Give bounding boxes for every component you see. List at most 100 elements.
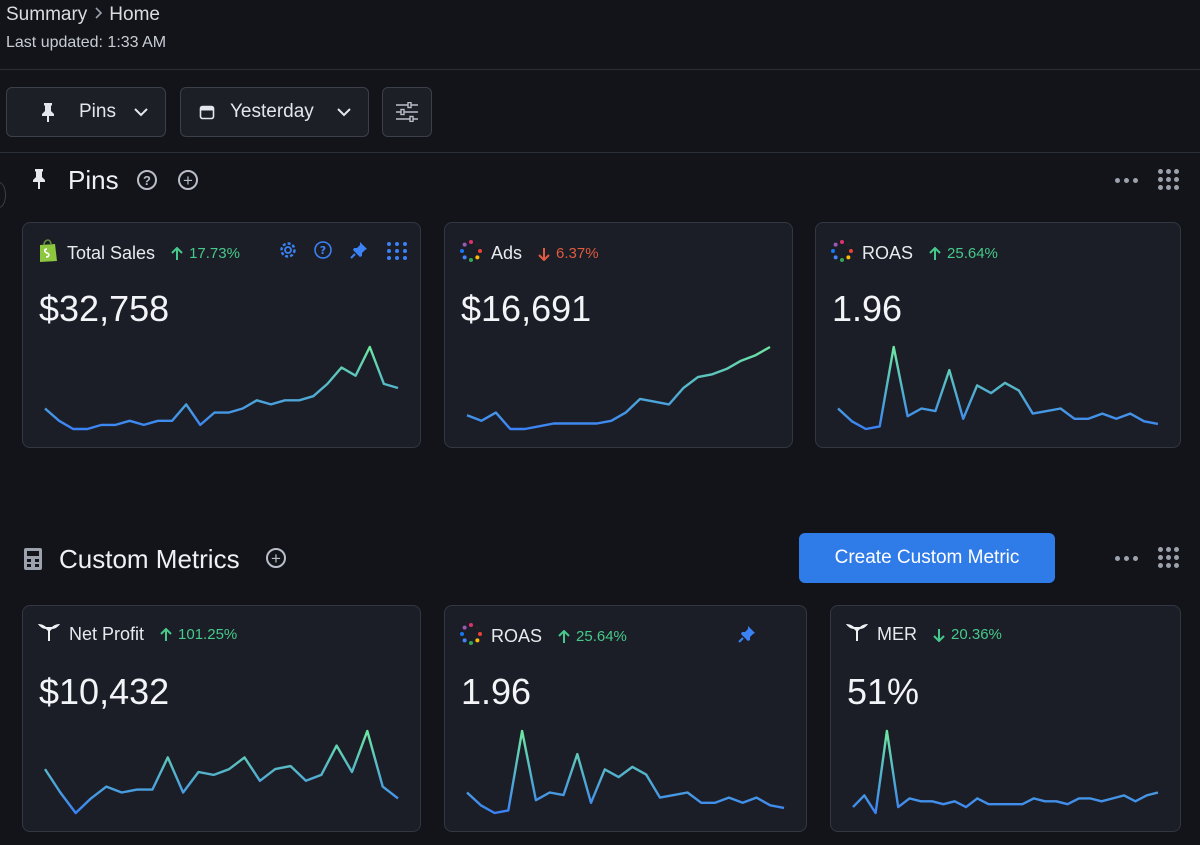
ring-dot — [831, 249, 835, 253]
header-divider — [0, 69, 1200, 70]
filter-settings-button[interactable] — [382, 87, 432, 137]
breadcrumb-current: Home — [109, 4, 160, 25]
arrow-up-icon — [171, 246, 183, 260]
metric-value: $16,691 — [461, 288, 592, 329]
delta-badge: 25.64% — [929, 245, 998, 262]
delta-badge: 17.73% — [171, 245, 240, 262]
ring-dot — [469, 258, 473, 262]
metric-card[interactable]: ROAS 25.64% 1.96 — [815, 222, 1181, 448]
arrow-up-icon — [160, 627, 172, 641]
sparkline — [837, 345, 1159, 431]
metric-value: $32,758 — [39, 288, 170, 329]
pin-icon — [41, 102, 55, 122]
ring-dot — [846, 255, 851, 260]
metric-value: $10,432 — [39, 671, 170, 712]
ring-dot — [840, 258, 844, 262]
chevron-down-icon — [336, 107, 352, 117]
calculator-icon — [23, 547, 43, 576]
delta-value: 25.64% — [947, 245, 998, 262]
pin-icon — [32, 168, 46, 195]
metric-card[interactable]: Ads 6.37% $16,691 — [444, 222, 793, 448]
delta-value: 25.64% — [576, 628, 627, 645]
delta-value: 101.25% — [178, 626, 238, 643]
metric-card[interactable]: Total Sales 17.73% ? $32,758 — [22, 222, 421, 448]
ring-dot — [462, 625, 467, 630]
ring-dot — [840, 240, 844, 244]
sparkline-path — [44, 345, 399, 431]
drag-grid-icon[interactable] — [1158, 169, 1179, 190]
ring-dot — [469, 641, 473, 645]
ring-dot — [462, 638, 467, 643]
pins-section-title: Pins — [68, 165, 119, 195]
ring-dot — [460, 249, 464, 253]
metric-value: 51% — [847, 671, 920, 712]
ads-dots-icon — [830, 239, 854, 268]
delta-value: 20.36% — [951, 626, 1002, 643]
breadcrumb-parent[interactable]: Summary — [6, 4, 88, 25]
ring-dot — [475, 638, 480, 643]
more-options-icon[interactable] — [1115, 178, 1138, 183]
ring-dot — [846, 242, 851, 247]
help-icon[interactable]: ? — [313, 240, 333, 260]
arrow-down-icon — [933, 628, 945, 642]
pin-icon[interactable] — [737, 624, 757, 644]
card-title: Total Sales — [67, 243, 156, 263]
pins-dropdown[interactable]: Pins — [6, 87, 166, 137]
metric-value: 1.96 — [832, 288, 903, 329]
add-pin-icon[interactable]: + — [178, 170, 198, 190]
sparkline — [466, 729, 785, 815]
metric-value: 1.96 — [461, 671, 532, 712]
card-title: Ads — [491, 243, 523, 263]
ring-dot — [469, 623, 473, 627]
ring-dot — [849, 249, 853, 253]
sparkline-path — [852, 729, 1159, 815]
ring-dot — [462, 255, 467, 260]
chevron-right-icon — [93, 6, 103, 25]
ring-dot — [833, 242, 838, 247]
custom-metrics-title: Custom Metrics — [59, 544, 240, 574]
metric-card[interactable]: ROAS 25.64% 1.96 — [444, 605, 807, 832]
sparkline — [852, 729, 1159, 815]
delta-value: 17.73% — [189, 245, 240, 262]
sidebar-collapse-handle[interactable] — [0, 182, 6, 208]
calendar-icon — [199, 104, 215, 120]
ring-dot — [469, 240, 473, 244]
delta-badge: 6.37% — [538, 245, 599, 262]
drag-grid-icon[interactable] — [387, 242, 408, 260]
last-updated-text: Last updated: 1:33 AM — [6, 34, 167, 51]
sliders-icon — [395, 102, 419, 122]
date-range-label: Yesterday — [230, 101, 314, 122]
add-metric-icon[interactable]: + — [266, 548, 286, 568]
arrow-up-icon — [929, 246, 941, 260]
metric-card[interactable]: Net Profit 101.25% $10,432 — [22, 605, 421, 832]
more-options-icon[interactable] — [1115, 556, 1138, 561]
ring-dot — [475, 242, 480, 247]
sparkline — [466, 345, 771, 431]
ring-dot — [475, 625, 480, 630]
delta-badge: 25.64% — [558, 628, 627, 645]
pin-icon[interactable] — [349, 240, 369, 260]
delta-value: 6.37% — [556, 245, 599, 262]
metric-card[interactable]: MER 20.36% 51% — [830, 605, 1181, 832]
svg-text:?: ? — [320, 244, 326, 257]
arrow-up-icon — [558, 629, 570, 643]
card-title: ROAS — [491, 626, 543, 646]
gear-icon[interactable] — [278, 240, 298, 260]
ring-dot — [460, 632, 464, 636]
pins-dropdown-label: Pins — [79, 101, 116, 122]
help-icon[interactable]: ? — [137, 170, 157, 190]
triple-whale-icon — [37, 622, 61, 647]
ring-dot — [462, 242, 467, 247]
breadcrumb: Summary Home — [6, 4, 160, 26]
toolbar-divider — [0, 152, 1200, 153]
ring-dot — [478, 249, 482, 253]
sparkline-path — [466, 729, 785, 815]
delta-badge: 20.36% — [933, 626, 1002, 643]
ring-dot — [478, 632, 482, 636]
create-custom-metric-button[interactable]: Create Custom Metric — [799, 533, 1055, 583]
card-title: ROAS — [862, 243, 914, 263]
drag-grid-icon[interactable] — [1158, 547, 1179, 568]
sparkline — [43, 729, 399, 815]
triple-whale-icon — [845, 622, 869, 647]
date-range-dropdown[interactable]: Yesterday — [180, 87, 369, 137]
